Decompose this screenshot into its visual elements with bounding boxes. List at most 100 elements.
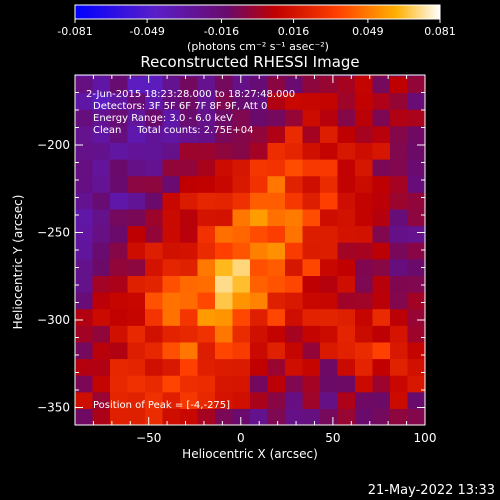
heatmap-cell	[285, 75, 304, 77]
heatmap-cell	[425, 209, 443, 226]
heatmap-cell	[425, 43, 443, 60]
heatmap-cell	[320, 109, 339, 127]
heatmap-cell	[250, 308, 269, 326]
heatmap-cell	[127, 308, 146, 326]
heatmap-cell	[250, 225, 269, 243]
heatmap-cell	[320, 308, 339, 326]
heatmap-cell	[197, 142, 216, 160]
heatmap-cell	[390, 408, 409, 425]
heatmap-cell	[285, 175, 304, 193]
heatmap-cell	[110, 308, 129, 326]
heatmap-cell	[215, 408, 234, 425]
heatmap-cell	[285, 325, 304, 343]
heatmap-cell	[390, 258, 409, 276]
heatmap-cell	[390, 75, 409, 77]
heatmap-cell	[180, 208, 199, 227]
heatmap-cell	[285, 142, 304, 160]
heatmap-cell	[127, 275, 146, 293]
heatmap-cell	[162, 75, 181, 94]
heatmap-cell	[337, 275, 356, 293]
heatmap-cell	[232, 175, 251, 193]
heatmap-cell	[267, 391, 286, 409]
heatmap-cell	[215, 175, 234, 193]
heatmap-cell	[197, 375, 216, 393]
heatmap-cell	[390, 358, 409, 376]
heatmap-cell	[232, 258, 251, 276]
heatmap-cell	[425, 59, 443, 76]
heatmap-cell	[250, 275, 269, 293]
heatmap-cell	[372, 358, 391, 376]
heatmap-cell	[408, 43, 426, 60]
heatmap-cell	[285, 408, 304, 425]
heatmap-cell	[372, 375, 391, 393]
heatmap-cell	[337, 242, 356, 260]
heatmap-cell	[145, 192, 164, 210]
heatmap-cell	[285, 292, 304, 310]
heatmap-cell	[180, 408, 199, 425]
heatmap-cell	[127, 109, 146, 127]
heatmap-cell	[162, 358, 181, 376]
heatmap-cell	[320, 258, 339, 276]
heatmap-cell	[372, 225, 391, 243]
heatmap-cell	[197, 109, 216, 127]
heatmap-cell	[145, 408, 164, 425]
heatmap-cell	[285, 125, 304, 143]
heatmap-cell	[285, 109, 304, 127]
heatmap-cell	[425, 259, 443, 276]
heatmap-cell	[127, 408, 146, 425]
heatmap-cell	[75, 43, 93, 60]
heatmap-cell	[425, 109, 443, 126]
heatmap-cell	[92, 408, 111, 425]
heatmap-cell	[337, 408, 356, 425]
heatmap-cell	[215, 308, 234, 326]
heatmap-cell	[372, 242, 391, 260]
heatmap-cell	[390, 92, 409, 110]
heatmap-cell	[425, 242, 443, 259]
heatmap-cell	[197, 341, 216, 360]
peak-position-annotation: Position of Peak = [-4,-275]	[93, 400, 230, 411]
heatmap-cell	[215, 125, 234, 143]
heatmap-cell	[267, 292, 286, 310]
heatmap-cell	[285, 75, 304, 94]
heatmap-cell	[145, 292, 164, 310]
heatmap-cell	[267, 92, 286, 110]
heatmap-cell	[145, 341, 164, 360]
heatmap-cell	[267, 125, 286, 143]
heatmap-cell	[355, 308, 374, 326]
heatmap-cell	[407, 225, 425, 243]
heatmap-cell	[320, 341, 339, 360]
chart-title: Reconstructed RHESSI Image	[140, 53, 359, 71]
heatmap-cell	[407, 208, 425, 227]
heatmap-cell	[337, 142, 356, 160]
heatmap-cell	[407, 375, 425, 393]
heatmap-cell	[320, 175, 339, 193]
heatmap-cell	[232, 75, 251, 77]
heatmap-cell	[425, 142, 443, 159]
heatmap-cell	[197, 258, 216, 276]
heatmap-cell	[180, 75, 199, 77]
heatmap-cell	[302, 225, 321, 243]
heatmap-cell	[145, 208, 164, 227]
heatmap-cell	[92, 109, 111, 127]
heatmap-cell	[302, 341, 321, 360]
heatmap-cell	[425, 375, 443, 392]
heatmap-cell	[162, 325, 181, 343]
heatmap-cell	[250, 92, 269, 110]
heatmap-cell	[215, 208, 234, 227]
heatmap-cell	[355, 292, 374, 310]
heatmap-cell	[425, 159, 443, 176]
heatmap-cell	[197, 292, 216, 310]
heatmap-cell	[180, 391, 199, 409]
heatmap-cell	[145, 275, 164, 293]
heatmap-cell	[92, 308, 111, 326]
heatmap-cell	[162, 175, 181, 193]
heatmap-cell	[355, 408, 374, 425]
heatmap-cell	[320, 75, 339, 94]
detectors-annotation: Detectors: 3F 5F 6F 7F 8F 9F, Att 0	[93, 101, 267, 112]
heatmap-cell	[215, 225, 234, 243]
heatmap-cell	[127, 341, 146, 360]
heatmap-cell	[390, 175, 409, 193]
heatmap-cell	[232, 391, 251, 409]
heatmap-cell	[355, 325, 374, 343]
heatmap-cell	[162, 308, 181, 326]
